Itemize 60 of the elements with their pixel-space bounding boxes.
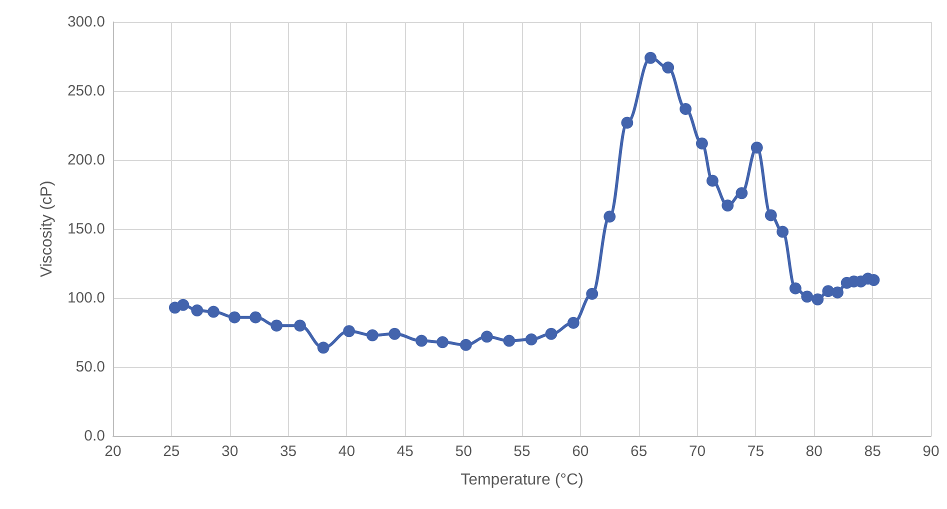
point xyxy=(343,325,356,338)
x-tick-label: 45 xyxy=(396,443,414,460)
point xyxy=(177,298,190,311)
point xyxy=(776,226,789,238)
point xyxy=(545,328,558,340)
point xyxy=(832,286,844,298)
x-tick-label: 65 xyxy=(630,443,648,460)
x-tick-label: 80 xyxy=(806,443,822,460)
x-tick-label: 40 xyxy=(338,443,356,460)
point xyxy=(644,52,657,64)
point xyxy=(388,328,401,340)
point xyxy=(503,334,516,347)
y-tick-label: 150.0 xyxy=(67,220,105,238)
y-tick-label: 100.0 xyxy=(67,290,105,306)
y-tick-label: 250.0 xyxy=(67,82,105,100)
point xyxy=(208,306,220,318)
point xyxy=(191,304,204,316)
point xyxy=(722,200,734,212)
point xyxy=(567,316,580,329)
point xyxy=(250,311,262,324)
point xyxy=(789,282,802,294)
point xyxy=(801,290,814,303)
x-tick-label: 25 xyxy=(163,443,180,460)
y-tick-label: 50.0 xyxy=(76,358,105,376)
point xyxy=(317,342,330,354)
point xyxy=(416,334,428,347)
y-tick-label: 0.0 xyxy=(84,428,105,444)
point xyxy=(812,293,824,306)
y-tick-label: 300.0 xyxy=(67,14,105,30)
point xyxy=(270,320,283,332)
point xyxy=(460,338,472,351)
point xyxy=(294,320,306,332)
point xyxy=(662,62,674,74)
x-tick-label: 90 xyxy=(922,443,940,460)
x-axis-title: Temperature (°C) xyxy=(460,472,584,488)
point xyxy=(436,336,449,348)
point xyxy=(696,137,708,150)
x-tick-label: 55 xyxy=(514,443,530,460)
x-tick-label: 85 xyxy=(864,443,881,460)
x-tick-label: 50 xyxy=(455,443,472,460)
point xyxy=(750,142,763,154)
x-tick-label: 30 xyxy=(222,443,238,460)
y-tick-label: 200.0 xyxy=(67,152,105,168)
point xyxy=(525,333,538,346)
point xyxy=(228,311,241,324)
point xyxy=(764,209,777,222)
point xyxy=(706,174,718,187)
point xyxy=(586,288,598,300)
x-tick-label: 60 xyxy=(572,443,589,460)
point xyxy=(736,187,748,200)
x-tick-label: 75 xyxy=(747,443,764,460)
point xyxy=(621,116,634,129)
point xyxy=(604,210,616,223)
point xyxy=(680,102,692,115)
x-tick-label: 35 xyxy=(280,443,297,460)
point xyxy=(480,330,493,343)
y-axis-title: Viscosity (cP) xyxy=(38,180,56,278)
x-tick-label: 20 xyxy=(104,443,122,460)
x-tick-label: 70 xyxy=(688,443,706,460)
point xyxy=(366,329,378,342)
